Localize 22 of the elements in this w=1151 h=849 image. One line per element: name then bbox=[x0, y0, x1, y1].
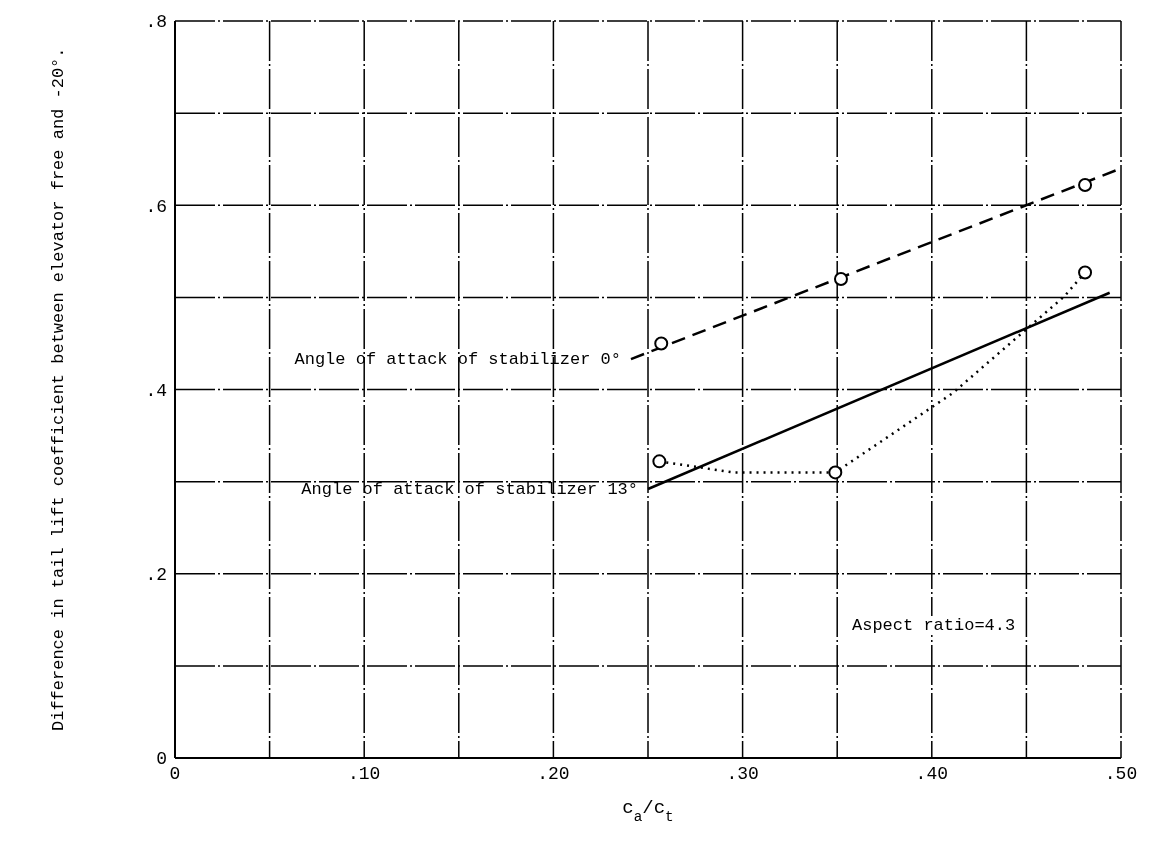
point bbox=[654, 336, 669, 351]
x-tick-label: 0 bbox=[169, 763, 181, 784]
y-tick-label: .8 bbox=[145, 12, 167, 33]
y-axis-title: Difference in tail lift coefficient between elevator free and -20°. bbox=[47, 46, 69, 734]
x-tick-label: .50 bbox=[1104, 763, 1138, 784]
point bbox=[828, 465, 843, 480]
point bbox=[652, 454, 667, 469]
point bbox=[1078, 177, 1093, 192]
point bbox=[1078, 265, 1093, 280]
y-tick-label: .2 bbox=[145, 565, 167, 586]
y-tick-label: .6 bbox=[145, 196, 167, 217]
x-tick-label: .20 bbox=[537, 763, 570, 784]
y-tick-label: .4 bbox=[145, 380, 167, 401]
point bbox=[833, 271, 848, 286]
x-tick-label: .10 bbox=[348, 763, 381, 784]
x-tick-label: .30 bbox=[726, 763, 759, 784]
series-label: Angle of attack of stabilizer 0° bbox=[294, 350, 621, 370]
x-tick-label: .40 bbox=[915, 763, 948, 784]
series-label: Angle of attack of stabilizer 13° bbox=[301, 479, 638, 499]
annotation: Aspect ratio=4.3 bbox=[848, 616, 1020, 635]
y-tick-label: 0 bbox=[156, 749, 167, 770]
x-axis-title: c$_{a}$/c$_{t}$ bbox=[622, 797, 674, 825]
